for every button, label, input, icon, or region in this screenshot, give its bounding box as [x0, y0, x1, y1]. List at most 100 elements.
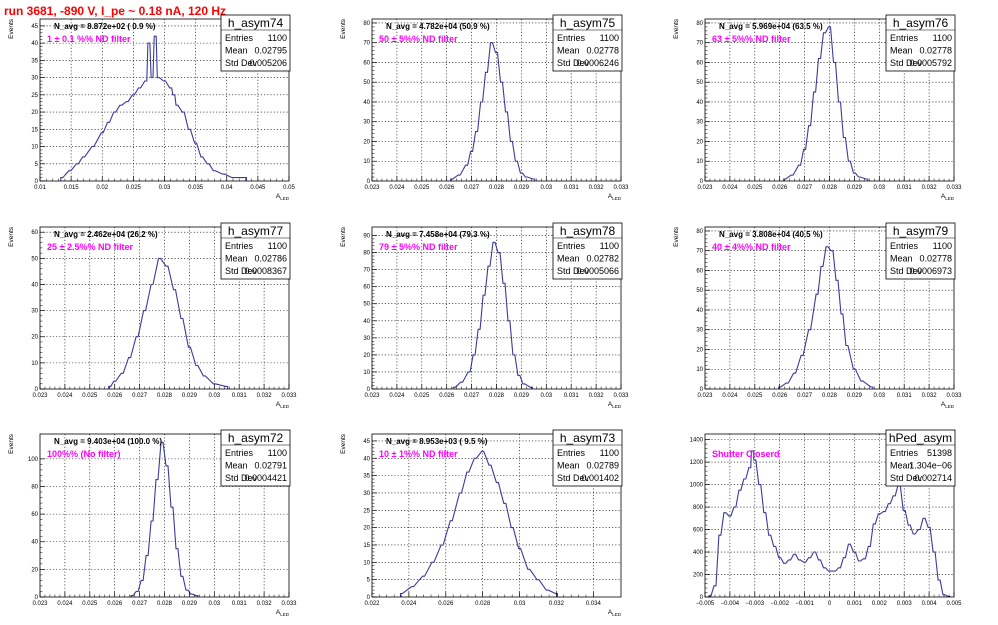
- x-tick-label: 0.033: [281, 601, 297, 607]
- y-tick-label: 0: [700, 387, 704, 393]
- stats-value: 1100: [933, 33, 952, 43]
- stats-title: h_asym78: [560, 224, 616, 238]
- y-tick-label: 30: [363, 491, 370, 497]
- x-tick-label: 0.024: [722, 393, 738, 399]
- x-tick-label: −0.003: [746, 601, 765, 607]
- y-tick-label: 0: [35, 387, 39, 393]
- x-tick-label: 0.03: [208, 393, 220, 399]
- x-tick-label: 0.032: [257, 601, 273, 607]
- x-tick-label: −0.001: [795, 601, 814, 607]
- x-tick-label: 0.023: [32, 393, 48, 399]
- x-tick-label: 0.045: [250, 185, 266, 191]
- stats-value: 0.02795: [254, 46, 287, 56]
- x-tick-label: 0.032: [589, 393, 605, 399]
- filter-note: Shutter Closerd: [712, 449, 780, 459]
- stats-label: Mean: [557, 46, 580, 56]
- x-tick-label: 0.024: [389, 185, 405, 191]
- y-tick-label: 60: [363, 285, 370, 291]
- y-tick-label: 80: [31, 484, 38, 490]
- stats-value: 0.0004421: [244, 473, 287, 483]
- histogram-pad-h_asym73: 0.022 0.024 0.026 0.028 0.03 0.032 0.034 0 5 10 15…: [340, 429, 623, 617]
- stats-value: 0.02791: [254, 461, 287, 471]
- y-axis-title: Events: [340, 226, 347, 247]
- filter-note: 10 ± 1%% ND filter: [379, 449, 458, 459]
- x-tick-label: 0.029: [847, 393, 863, 399]
- y-tick-label: 40: [696, 100, 703, 106]
- plot-frame: [371, 433, 622, 598]
- histogram-pad-h_asym72: 0.023 0.024 0.025 0.026 0.027 0.028 0.029 0.03 0…: [8, 429, 297, 617]
- y-tick-label: 45: [31, 24, 38, 30]
- y-axis-title: Events: [340, 18, 347, 39]
- histogram-pad-h_asym76: 0.023 0.024 0.025 0.026 0.027 0.028 0.029 0.03 0…: [673, 14, 962, 201]
- filter-note: 79 ± 5%% ND filter: [379, 242, 458, 252]
- x-tick-label: 0.033: [613, 185, 629, 191]
- navg-label: N_avg = 8.953e+03 ( 9.5 %): [386, 437, 488, 446]
- histogram-line: [708, 450, 951, 597]
- stats-label: Entries: [225, 33, 254, 43]
- x-tick-label: 0.025: [126, 185, 142, 191]
- navg-label: N_avg = 7.458e+04 (79.3 %): [386, 230, 490, 239]
- x-tick-label: 0.024: [57, 393, 73, 399]
- y-tick-label: 20: [31, 567, 38, 573]
- stats-value: 0.0008367: [244, 266, 287, 276]
- stats-label: Std Dev: [890, 58, 923, 68]
- y-tick-label: 60: [696, 60, 703, 66]
- x-tick-label: 0.025: [747, 185, 763, 191]
- x-tick-label: 0.033: [946, 393, 962, 399]
- stats-label: Mean: [890, 461, 913, 471]
- stats-box: [220, 429, 291, 487]
- y-axis-title: Events: [8, 18, 15, 39]
- x-tick-label: 0.031: [897, 393, 913, 399]
- stats-box: [220, 14, 291, 72]
- y-tick-label: 100: [28, 457, 39, 463]
- x-axis-title: ALED: [276, 193, 290, 201]
- x-tick-label: 0.03: [159, 185, 171, 191]
- stats-value: 1100: [268, 241, 287, 251]
- y-axis-title: Events: [673, 18, 680, 39]
- stats-label: Mean: [890, 254, 913, 264]
- stats-label: Std Dev: [557, 473, 590, 483]
- y-tick-label: 20: [31, 335, 38, 341]
- y-tick-label: 1200: [690, 460, 704, 466]
- x-tick-label: 0.05: [283, 185, 295, 191]
- x-tick-label: 0.003: [897, 601, 913, 607]
- y-axis-title: Events: [8, 433, 15, 454]
- y-tick-label: 70: [696, 41, 703, 47]
- y-tick-label: 25: [363, 508, 370, 514]
- y-tick-label: 20: [696, 139, 703, 145]
- y-tick-label: 20: [363, 526, 370, 532]
- stats-label: Std Dev: [225, 266, 258, 276]
- stats-label: Entries: [557, 33, 586, 43]
- x-tick-label: 0: [828, 601, 832, 607]
- stats-box: [885, 14, 956, 72]
- y-tick-label: 40: [363, 456, 370, 462]
- y-axis-title: Events: [340, 433, 347, 454]
- y-tick-label: 10: [363, 370, 370, 376]
- stats-label: Entries: [890, 33, 919, 43]
- histogram-pad-h_asym78: 0.023 0.024 0.025 0.026 0.027 0.028 0.029 0.03 0…: [340, 222, 629, 409]
- stats-value: 0.0005792: [909, 58, 952, 68]
- histogram-line: [783, 26, 869, 181]
- stats-value: 51398: [927, 448, 952, 458]
- x-tick-label: 0.033: [613, 393, 629, 399]
- stats-box: [885, 429, 956, 487]
- histogram-pad-h_asym75: 0.023 0.024 0.025 0.026 0.027 0.028 0.029 0.03 0…: [340, 14, 629, 201]
- x-tick-label: 0.027: [797, 393, 813, 399]
- x-tick-label: 0.033: [281, 393, 297, 399]
- x-tick-label: 0.031: [232, 601, 248, 607]
- x-axis-title: ALED: [608, 193, 622, 201]
- stats-title: h_asym77: [228, 224, 284, 238]
- x-tick-label: 0.024: [57, 601, 73, 607]
- y-tick-label: 10: [363, 159, 370, 165]
- histogram-pad-h_asym74: 0.01 0.015 0.02 0.025 0.03 0.035 0.04 0.045 0.05…: [8, 14, 295, 201]
- y-tick-label: 15: [363, 543, 370, 549]
- y-tick-label: 25: [31, 93, 38, 99]
- x-axis-title: ALED: [276, 609, 290, 617]
- stats-title: h_asym75: [560, 16, 616, 30]
- y-tick-label: 40: [363, 319, 370, 325]
- x-tick-label: 0.032: [549, 601, 565, 607]
- x-tick-label: −0.002: [770, 601, 789, 607]
- x-tick-label: 0.025: [82, 601, 98, 607]
- x-axis-title: ALED: [608, 609, 622, 617]
- y-tick-label: 30: [31, 309, 38, 315]
